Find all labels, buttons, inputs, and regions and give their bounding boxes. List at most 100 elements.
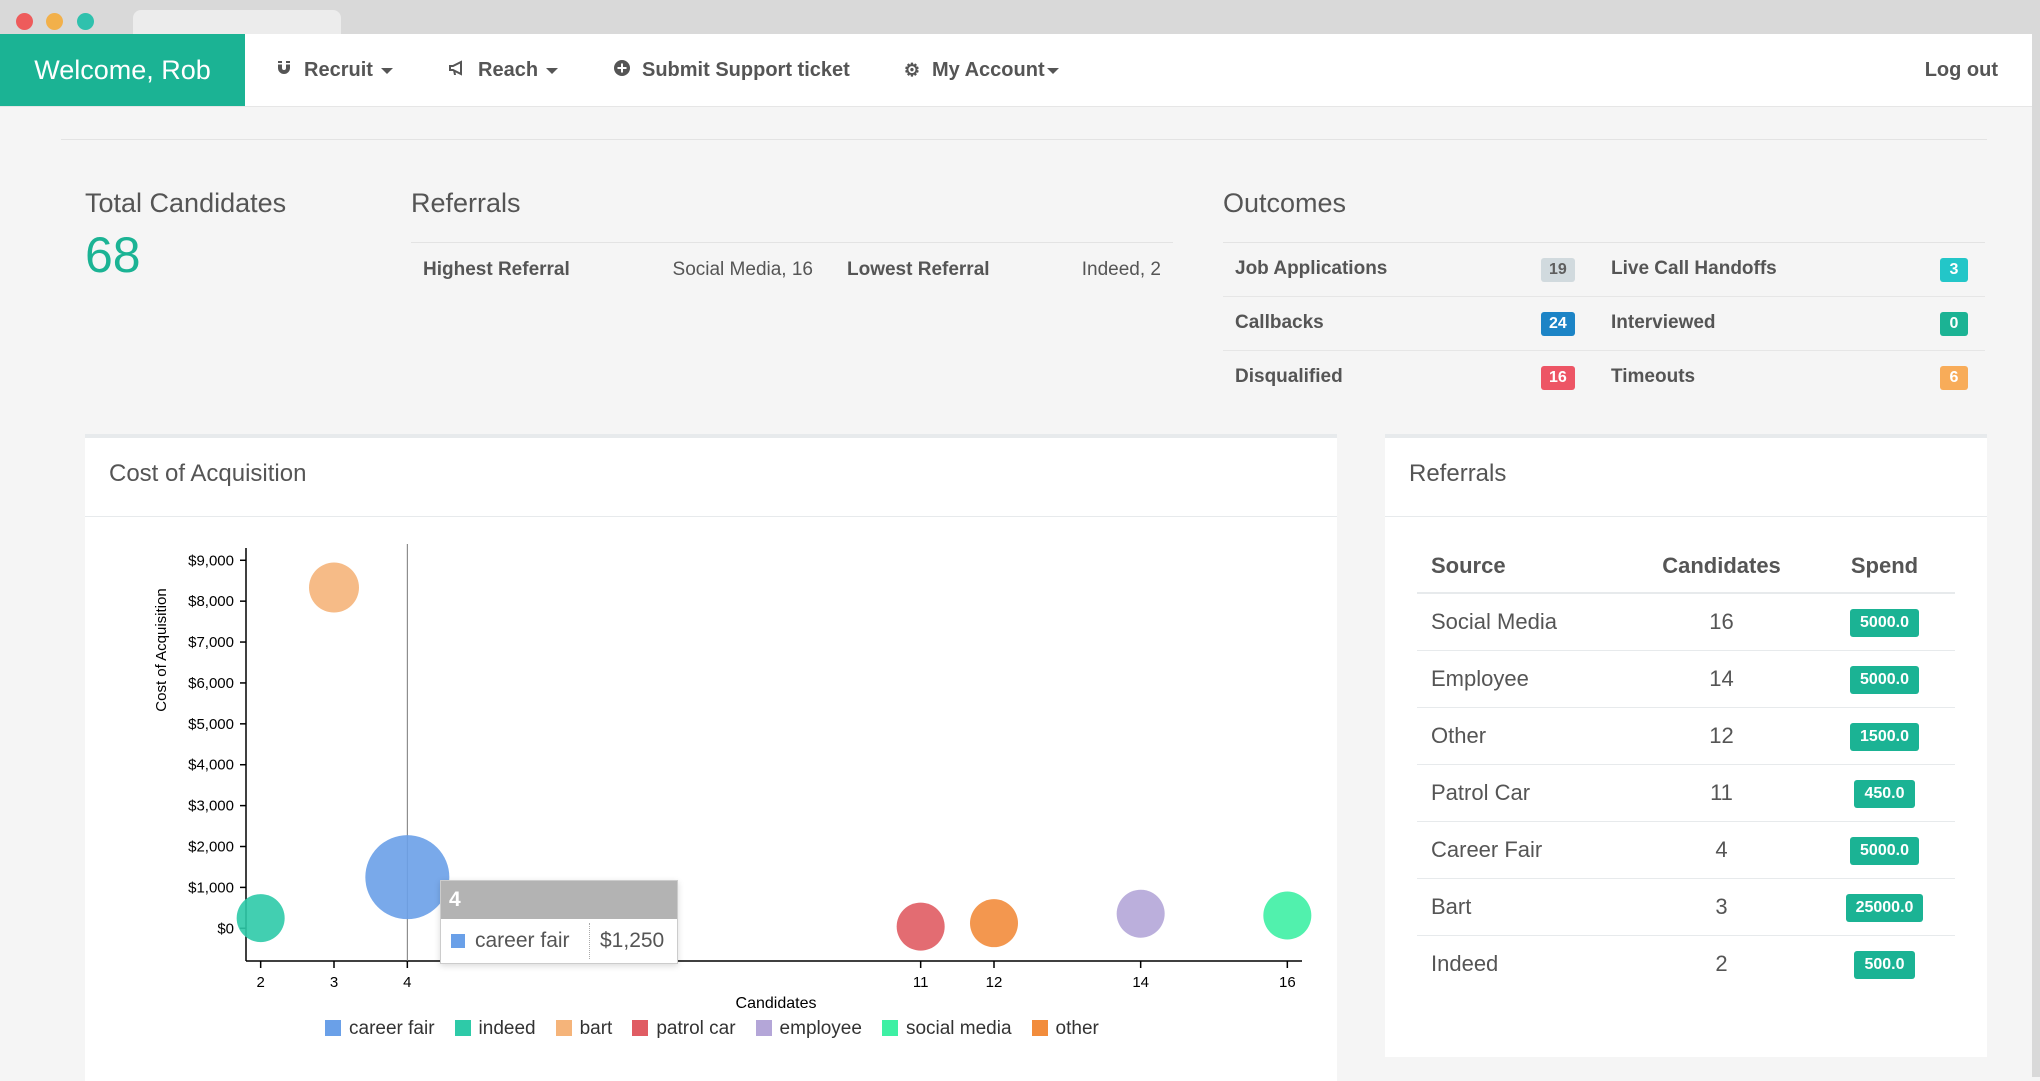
y-tick-label: $3,000: [188, 798, 234, 815]
legend-item[interactable]: other: [1031, 1018, 1099, 1040]
source-cell: Indeed: [1431, 951, 1499, 976]
legend-swatch: [325, 1020, 341, 1036]
tooltip-value: $1,250: [600, 929, 665, 952]
source-cell: Bart: [1417, 878, 1629, 936]
source-cell: Employee: [1417, 650, 1629, 708]
candidates-cell: 12: [1629, 707, 1814, 765]
browser-tab[interactable]: [133, 10, 341, 34]
divider: [85, 516, 1337, 517]
candidates-cell: 14: [1629, 650, 1814, 708]
y-tick-label: $6,000: [188, 675, 234, 692]
x-tick-label: 14: [1132, 974, 1149, 991]
panel-title: Referrals: [1409, 460, 1507, 487]
x-tick-label: 3: [330, 974, 338, 991]
referral-summary-row: Highest Referral Social Media, 16 Lowest…: [411, 243, 1173, 295]
nav-recruit[interactable]: Recruit: [272, 34, 393, 106]
nav-reach[interactable]: Reach: [446, 34, 559, 106]
chevron-down-icon: [1046, 67, 1059, 74]
legend-label: employee: [779, 1018, 862, 1039]
total-candidates-value: 68: [85, 227, 141, 283]
legend-item[interactable]: indeed: [454, 1018, 536, 1040]
bubble-employee: [1116, 889, 1165, 938]
outcome-badge: 0: [1940, 312, 1968, 336]
referrals-table: Source Candidates Spend Social Media 16 …: [1417, 540, 1955, 992]
x-tick-label: 11: [913, 974, 929, 991]
top-nav: Welcome, Rob Recruit Reach Submit Suppor…: [0, 34, 2032, 107]
lowest-referral-label: Lowest Referral: [847, 259, 990, 280]
legend-item[interactable]: career fair: [325, 1018, 435, 1040]
logout-link[interactable]: Log out: [1924, 59, 1998, 81]
y-tick-label: $0: [217, 920, 234, 937]
tooltip-label: career fair: [475, 929, 570, 952]
x-axis-label: Candidates: [736, 995, 817, 1012]
referrals-summary-title: Referrals: [411, 188, 521, 218]
y-tick-label: $4,000: [188, 757, 234, 774]
lowest-referral-value: Indeed, 2: [1081, 259, 1161, 280]
legend-item[interactable]: employee: [755, 1018, 862, 1040]
panel-title: Cost of Acquisition: [109, 460, 307, 487]
cost-of-acquisition-panel: Cost of Acquisition: [85, 434, 1337, 1081]
nav-my-account[interactable]: ⚙ My Account: [900, 34, 1059, 106]
total-candidates-title: Total Candidates: [85, 188, 287, 218]
candidates-cell: 11: [1629, 764, 1814, 822]
outcome-badge: 3: [1940, 258, 1968, 282]
table-row: Bart 3 25000.0: [1417, 878, 1955, 936]
table-row: Indeed 2 500.0: [1417, 936, 1955, 993]
chart-tooltip: 4 career fair $1,250: [440, 880, 678, 964]
x-tick-label: 4: [403, 974, 411, 991]
spend-badge: 1500.0: [1850, 723, 1919, 751]
legend-swatch: [881, 1020, 898, 1036]
outcome-row: Callbacks 24 Interviewed 0: [1223, 297, 1985, 351]
legend-label: indeed: [478, 1018, 536, 1039]
spend-badge: 5000.0: [1850, 609, 1919, 637]
outcome-badge: 24: [1541, 312, 1575, 336]
bubble-patrol-car: [896, 902, 945, 951]
bubble-indeed: [236, 894, 285, 943]
outcome-label: Timeouts: [1611, 366, 1696, 387]
table-row: Career Fair 4 5000.0: [1417, 821, 1955, 879]
window-edge: [2032, 34, 2040, 1077]
minimize-window-icon[interactable]: [46, 13, 63, 30]
legend-item[interactable]: bart: [555, 1018, 612, 1040]
outcome-label: Job Applications: [1235, 258, 1388, 279]
source-cell: Career Fair: [1417, 821, 1629, 879]
bubble-career-fair: [365, 835, 450, 920]
table-row: Other 12 1500.0: [1417, 707, 1955, 765]
close-window-icon[interactable]: [16, 13, 33, 30]
legend-item[interactable]: social media: [881, 1018, 1012, 1040]
legend-swatch: [632, 1020, 649, 1036]
column-header-candidates: Candidates: [1629, 540, 1814, 594]
nav-my-account-label: My Account: [932, 59, 1045, 81]
y-tick-label: $9,000: [188, 552, 234, 569]
x-tick-label: 12: [986, 974, 1003, 991]
x-tick-label: 16: [1279, 974, 1296, 991]
tooltip-header: 4: [441, 881, 677, 919]
chevron-down-icon: [380, 67, 393, 74]
spend-badge: 5000.0: [1850, 837, 1919, 865]
legend-swatch: [1031, 1020, 1048, 1036]
table-header-row: Source Candidates Spend: [1417, 540, 1955, 594]
highest-referral-value: Social Media, 16: [672, 259, 813, 280]
source-cell: Other: [1417, 707, 1629, 765]
outcome-label: Disqualified: [1235, 366, 1343, 387]
y-tick-label: $1,000: [188, 879, 234, 896]
table-row: Patrol Car 11 450.0: [1417, 764, 1955, 822]
y-tick-label: $5,000: [188, 716, 234, 733]
maximize-window-icon[interactable]: [77, 13, 94, 30]
nav-reach-label: Reach: [478, 59, 539, 81]
source-cell: Patrol Car: [1417, 764, 1629, 822]
divider: [411, 242, 1173, 243]
divider: [61, 139, 1987, 140]
nav-submit-support-ticket[interactable]: Submit Support ticket: [610, 34, 850, 106]
legend-item[interactable]: patrol car: [632, 1018, 736, 1040]
spend-badge: 5000.0: [1850, 666, 1919, 694]
chart-legend: career fair indeed bart patrol car employee s…: [325, 1018, 1119, 1044]
outcome-badge: 16: [1541, 366, 1575, 390]
gear-icon: ⚙: [903, 60, 921, 80]
legend-swatch: [555, 1020, 572, 1036]
welcome-brand[interactable]: Welcome, Rob: [0, 34, 245, 106]
candidates-cell: 16: [1629, 593, 1814, 651]
bubble-other: [970, 899, 1018, 948]
outcome-label: Live Call Handoffs: [1611, 258, 1777, 279]
